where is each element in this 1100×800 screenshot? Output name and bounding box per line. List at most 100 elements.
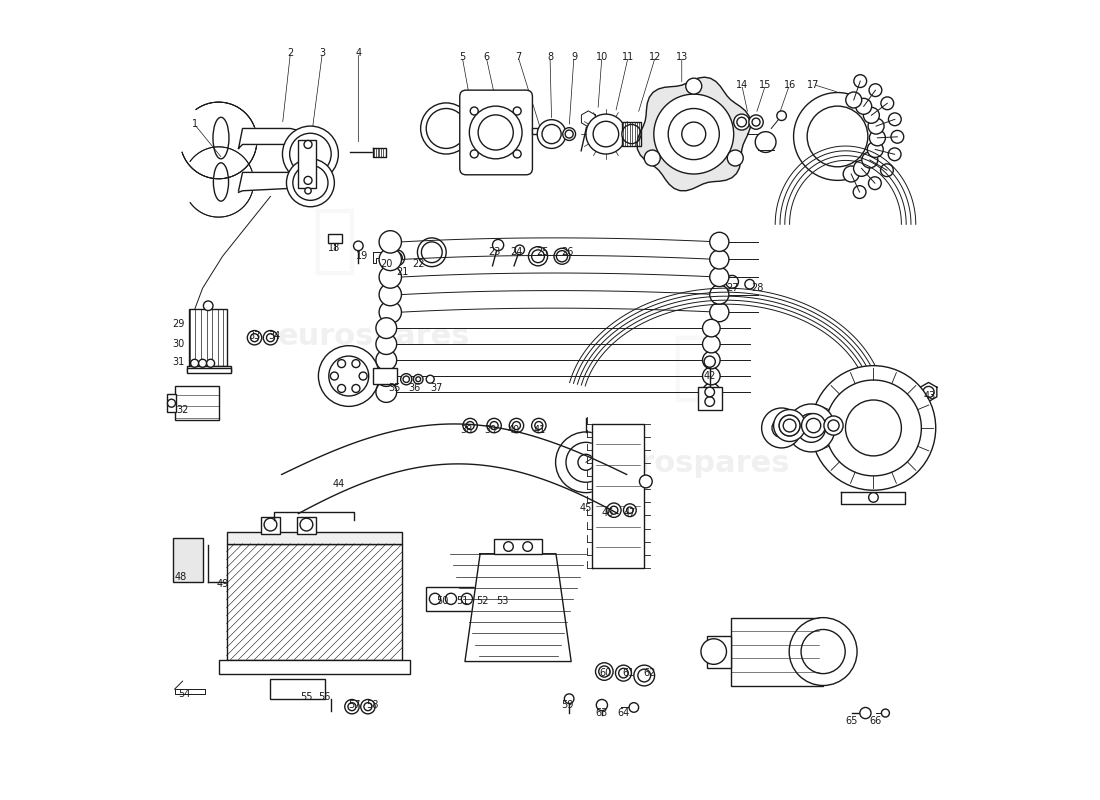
Circle shape bbox=[204, 301, 213, 310]
Circle shape bbox=[629, 702, 639, 712]
Polygon shape bbox=[582, 111, 595, 127]
Circle shape bbox=[304, 176, 312, 184]
Text: 2: 2 bbox=[287, 48, 294, 58]
Circle shape bbox=[811, 366, 936, 490]
Text: 38: 38 bbox=[460, 426, 472, 435]
Text: 33: 33 bbox=[249, 331, 261, 341]
Circle shape bbox=[361, 699, 375, 714]
Circle shape bbox=[638, 669, 650, 682]
Circle shape bbox=[806, 418, 821, 433]
Circle shape bbox=[392, 252, 403, 263]
Bar bbox=[426, 587, 486, 611]
Circle shape bbox=[470, 107, 478, 115]
Text: 14: 14 bbox=[736, 79, 748, 90]
Circle shape bbox=[779, 415, 800, 436]
Circle shape bbox=[844, 166, 859, 182]
Text: 66: 66 bbox=[870, 716, 882, 726]
Circle shape bbox=[388, 250, 405, 266]
Text: 63: 63 bbox=[596, 708, 608, 718]
Circle shape bbox=[426, 375, 434, 383]
Bar bbox=[175, 386, 219, 420]
Text: 53: 53 bbox=[496, 596, 508, 606]
Text: 8: 8 bbox=[547, 51, 553, 62]
Circle shape bbox=[607, 503, 621, 518]
Circle shape bbox=[854, 160, 869, 176]
Circle shape bbox=[705, 387, 715, 397]
Text: 65: 65 bbox=[846, 716, 858, 726]
Text: 45: 45 bbox=[580, 503, 592, 513]
Bar bbox=[531, 129, 549, 134]
Text: 5: 5 bbox=[459, 51, 465, 62]
Circle shape bbox=[682, 122, 706, 146]
Text: ⬭: ⬭ bbox=[671, 331, 717, 405]
Text: 34: 34 bbox=[268, 331, 280, 341]
Text: 3: 3 bbox=[319, 48, 326, 58]
Text: 19: 19 bbox=[356, 251, 369, 262]
Circle shape bbox=[289, 134, 331, 174]
Circle shape bbox=[627, 507, 634, 514]
Circle shape bbox=[737, 118, 747, 127]
Circle shape bbox=[400, 374, 411, 385]
Text: 41: 41 bbox=[534, 426, 546, 435]
Circle shape bbox=[478, 115, 514, 150]
Circle shape bbox=[596, 699, 607, 710]
Bar bbox=[697, 387, 722, 410]
Circle shape bbox=[207, 359, 215, 367]
Circle shape bbox=[772, 418, 791, 438]
Circle shape bbox=[353, 241, 363, 250]
Circle shape bbox=[556, 432, 616, 493]
Text: 52: 52 bbox=[476, 596, 488, 606]
Circle shape bbox=[359, 372, 367, 380]
Circle shape bbox=[466, 422, 474, 430]
Circle shape bbox=[593, 122, 618, 147]
Circle shape bbox=[514, 107, 521, 115]
Bar bbox=[328, 234, 342, 243]
Text: 35: 35 bbox=[388, 383, 400, 393]
Circle shape bbox=[807, 106, 868, 167]
Circle shape bbox=[364, 702, 372, 710]
Circle shape bbox=[421, 242, 442, 262]
Circle shape bbox=[563, 128, 575, 141]
Bar bbox=[187, 366, 231, 372]
Circle shape bbox=[796, 414, 825, 442]
Polygon shape bbox=[637, 77, 750, 190]
Circle shape bbox=[616, 665, 631, 681]
Polygon shape bbox=[592, 424, 645, 568]
Text: eurospares: eurospares bbox=[278, 322, 471, 350]
Circle shape bbox=[376, 366, 397, 386]
Bar bbox=[261, 517, 280, 534]
Circle shape bbox=[348, 702, 356, 710]
Polygon shape bbox=[373, 252, 384, 262]
Text: 31: 31 bbox=[173, 357, 185, 366]
Circle shape bbox=[477, 594, 488, 605]
Polygon shape bbox=[239, 129, 310, 149]
Text: 47: 47 bbox=[624, 509, 636, 518]
Text: 4: 4 bbox=[355, 48, 362, 58]
Circle shape bbox=[745, 279, 755, 289]
Circle shape bbox=[376, 350, 397, 370]
Circle shape bbox=[703, 319, 720, 337]
Text: 15: 15 bbox=[759, 79, 772, 90]
Polygon shape bbox=[842, 492, 905, 504]
Circle shape bbox=[752, 118, 760, 126]
Circle shape bbox=[304, 141, 312, 149]
Text: 6: 6 bbox=[483, 51, 490, 62]
Circle shape bbox=[537, 120, 566, 149]
Text: 64: 64 bbox=[617, 708, 629, 718]
Circle shape bbox=[487, 418, 502, 433]
Circle shape bbox=[956, 718, 968, 730]
Circle shape bbox=[379, 301, 401, 323]
Circle shape bbox=[598, 666, 609, 677]
Circle shape bbox=[888, 148, 901, 161]
Circle shape bbox=[566, 442, 606, 482]
Circle shape bbox=[305, 187, 311, 194]
Bar bbox=[167, 394, 176, 412]
Text: 43: 43 bbox=[923, 391, 935, 401]
Text: 13: 13 bbox=[675, 51, 688, 62]
Circle shape bbox=[509, 418, 524, 433]
Text: ⬭: ⬭ bbox=[311, 203, 358, 278]
Circle shape bbox=[515, 245, 525, 254]
Text: 62: 62 bbox=[644, 668, 656, 678]
Circle shape bbox=[860, 707, 871, 718]
Text: 32: 32 bbox=[176, 405, 189, 414]
